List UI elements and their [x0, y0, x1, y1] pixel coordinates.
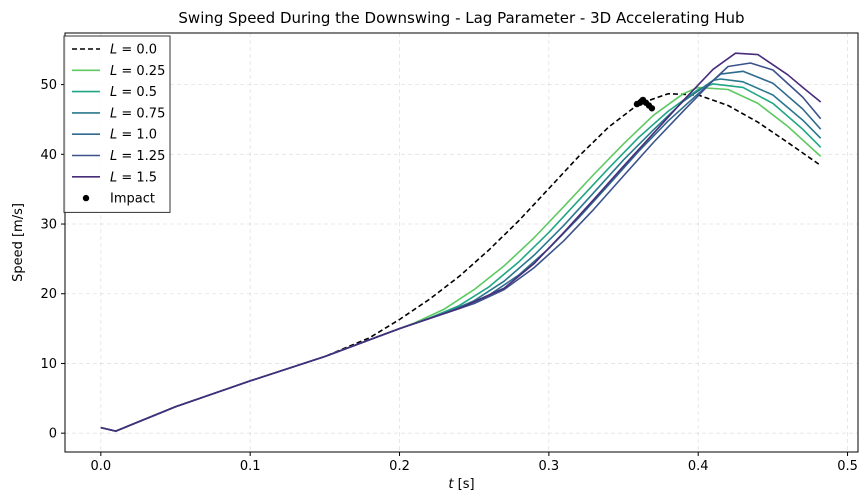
series-layer — [100, 52, 822, 432]
legend-label: L = 1.5 — [110, 170, 157, 185]
legend-label: L = 0.5 — [110, 85, 157, 100]
x-tick-label: 0.1 — [240, 459, 261, 474]
x-tick-label: 0.5 — [837, 459, 858, 474]
y-tick-label: 40 — [40, 148, 57, 163]
legend-label: Impact — [110, 192, 155, 207]
y-tick-label: 50 — [40, 78, 57, 93]
y-tick-label: 0 — [49, 427, 57, 442]
legend-label: L = 1.0 — [110, 128, 157, 143]
y-axis-label: Speed [m/s] — [11, 203, 26, 282]
legend-box — [63, 35, 171, 213]
axis-ticks: 0.0 0.1 0.2 0.3 0.4 0.5 0 10 20 30 40 50 — [40, 78, 857, 474]
impact-markers — [633, 96, 656, 112]
y-tick-label: 30 — [40, 218, 57, 233]
legend: L = 0.0 L = 0.25 L = 0.5 L = 0.75 L = 1.0 L =… — [63, 35, 171, 213]
impact-point — [648, 105, 656, 112]
plot-frame — [64, 32, 859, 453]
y-tick-label: 10 — [40, 357, 57, 372]
x-tick-label: 0.3 — [539, 459, 560, 474]
legend-impact-swatch — [82, 194, 90, 202]
legend-label: L = 0.75 — [110, 106, 165, 121]
legend-label: L = 0.0 — [110, 43, 157, 58]
series-line-6 — [100, 52, 822, 432]
x-tick-label: 0.0 — [90, 459, 111, 474]
chart-title: Swing Speed During the Downswing - Lag P… — [178, 9, 744, 27]
legend-label: L = 0.25 — [110, 64, 165, 79]
legend-label: L = 1.25 — [110, 149, 165, 164]
x-axis-label: t [s] — [448, 477, 474, 492]
x-tick-label: 0.4 — [688, 459, 709, 474]
y-tick-label: 20 — [40, 287, 57, 302]
x-tick-label: 0.2 — [389, 459, 410, 474]
